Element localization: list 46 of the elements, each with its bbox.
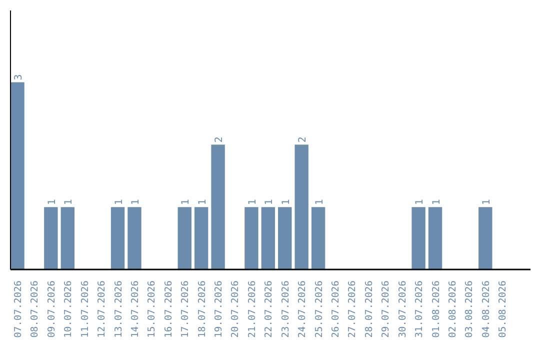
x-tick-label: 08.07.2026	[30, 280, 41, 338]
x-tick-label: 18.07.2026	[196, 280, 208, 338]
x-tick-label: 12.07.2026	[96, 280, 108, 338]
x-tick-label: 25.07.2026	[314, 280, 325, 338]
x-tick-label: 09.07.2026	[46, 280, 58, 338]
x-tick-label: 17.07.2026	[180, 280, 192, 338]
x-tick-label: 22.07.2026	[264, 280, 275, 338]
x-tick-label: 14.07.2026	[130, 280, 141, 338]
data-label: 3	[14, 74, 25, 80]
data-label: 1	[431, 199, 442, 206]
x-tick-label: 10.07.2026	[63, 280, 74, 338]
x-tick-label: 03.08.2026	[464, 280, 476, 338]
x-tick-label: 11.07.2026	[80, 280, 91, 338]
data-label: 1	[481, 199, 492, 206]
x-tick-label: 07.07.2026	[13, 280, 24, 338]
x-tick-label: 04.08.2026	[480, 280, 492, 338]
data-label: 1	[64, 199, 75, 206]
x-tick-label: 05.08.2026	[498, 280, 509, 338]
x-tick-label: 27.07.2026	[347, 280, 358, 338]
data-label: 1	[114, 199, 125, 206]
x-tick-label: 29.07.2026	[380, 280, 392, 338]
data-label: 2	[298, 136, 309, 143]
data-label: 1	[130, 199, 142, 206]
x-tick-label: 19.07.2026	[214, 280, 225, 338]
data-label: 1	[264, 199, 276, 206]
x-tick-label: 23.07.2026	[280, 280, 292, 338]
data-label: 1	[180, 199, 192, 206]
x-tick-label: 28.07.2026	[364, 280, 375, 338]
x-tick-label: 01.08.2026	[430, 280, 442, 338]
x-tick-label: 02.08.2026	[447, 280, 458, 338]
x-tick-label: 16.07.2026	[163, 280, 174, 338]
data-label: 1	[197, 199, 208, 206]
x-tick-label: 26.07.2026	[330, 280, 342, 338]
x-tick-label: 13.07.2026	[113, 280, 124, 338]
data-label: 1	[46, 199, 58, 206]
x-tick-label: 24.07.2026	[297, 280, 308, 338]
data-label: 1	[247, 199, 258, 206]
x-tick-label: 31.07.2026	[414, 280, 426, 338]
data-label: 1	[280, 199, 292, 206]
data-label: 1	[414, 199, 426, 206]
x-tick-label: 21.07.2026	[246, 280, 258, 338]
data-label: 2	[214, 136, 226, 143]
data-label: 1	[314, 199, 326, 206]
x-tick-label: 20.07.2026	[230, 280, 242, 338]
x-tick-label: 30.07.2026	[397, 280, 408, 338]
x-tick-label: 15.07.2026	[146, 280, 158, 338]
